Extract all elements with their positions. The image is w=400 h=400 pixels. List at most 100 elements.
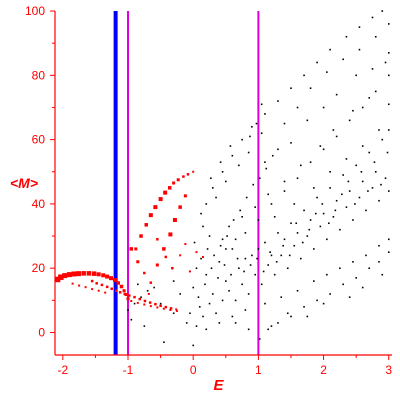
data-point-red xyxy=(162,247,166,251)
data-point-red xyxy=(118,291,122,294)
data-point-black xyxy=(342,283,344,286)
data-point-black xyxy=(387,129,390,131)
data-point-black xyxy=(225,180,227,183)
data-point-red xyxy=(184,243,187,246)
data-point-red xyxy=(176,178,180,182)
data-point-black xyxy=(179,293,182,295)
data-point-black xyxy=(254,273,256,276)
data-point-red xyxy=(159,304,162,308)
data-point-black xyxy=(365,254,367,257)
data-point-black xyxy=(345,158,348,160)
data-point-black xyxy=(218,261,221,263)
data-point-black xyxy=(267,264,270,266)
data-point-black xyxy=(303,306,305,308)
data-point-black xyxy=(309,87,312,90)
data-point-black xyxy=(384,61,387,64)
data-point-red xyxy=(156,306,159,309)
data-point-red xyxy=(153,205,158,210)
data-point-black xyxy=(221,170,224,173)
data-point-black xyxy=(361,145,364,147)
data-point-black xyxy=(219,244,222,247)
data-point-red xyxy=(130,299,133,302)
data-point-black xyxy=(386,151,389,154)
data-point-red xyxy=(66,272,72,278)
data-point-red xyxy=(183,194,187,198)
data-point-black xyxy=(137,283,139,286)
data-point-black xyxy=(153,286,155,289)
data-point-black xyxy=(202,315,204,318)
data-point-red xyxy=(81,271,86,276)
data-point-black xyxy=(296,177,299,180)
data-point-black xyxy=(387,238,390,241)
data-point-black xyxy=(313,280,315,282)
data-point-black xyxy=(348,296,351,298)
data-point-black xyxy=(368,267,371,270)
data-point-red xyxy=(133,295,136,299)
data-point-black xyxy=(329,170,331,173)
data-point-red xyxy=(129,247,134,251)
y-tick-label: 20 xyxy=(32,261,46,275)
data-point-black xyxy=(296,106,299,109)
data-point-black xyxy=(334,209,337,212)
data-point-red xyxy=(105,274,110,279)
data-point-black xyxy=(295,222,298,225)
data-point-black xyxy=(217,277,219,279)
data-point-black xyxy=(329,187,331,189)
data-point-black xyxy=(146,289,149,292)
data-point-black xyxy=(282,244,284,247)
data-point-black xyxy=(335,199,338,202)
data-point-black xyxy=(267,193,270,196)
data-point-black xyxy=(200,257,202,260)
x-tick-label: 0 xyxy=(190,363,197,377)
data-point-black xyxy=(257,219,260,221)
data-point-red xyxy=(71,282,74,285)
data-point-black xyxy=(206,248,209,250)
data-point-black xyxy=(313,248,315,250)
data-point-red xyxy=(116,281,120,285)
data-point-red xyxy=(162,307,165,310)
data-point-black xyxy=(133,302,136,305)
data-point-black xyxy=(231,248,234,250)
data-point-black xyxy=(371,16,374,19)
data-point-black xyxy=(205,273,208,276)
data-point-black xyxy=(358,48,361,51)
data-point-black xyxy=(204,283,206,286)
data-point-black xyxy=(192,344,195,347)
data-point-red xyxy=(178,205,182,209)
data-point-black xyxy=(172,312,175,315)
data-point-black xyxy=(352,261,354,263)
data-point-black xyxy=(229,145,232,147)
data-point-black xyxy=(219,161,222,163)
data-point-black xyxy=(195,267,198,270)
data-point-black xyxy=(258,338,261,340)
data-point-black xyxy=(313,187,315,189)
data-point-red xyxy=(84,286,87,289)
data-point-black xyxy=(283,238,286,241)
data-point-black xyxy=(215,196,217,199)
data-point-red xyxy=(175,309,178,312)
data-point-red xyxy=(168,232,173,237)
data-point-black xyxy=(241,283,243,286)
data-point-black xyxy=(277,232,279,234)
data-point-black xyxy=(322,212,325,215)
data-point-black xyxy=(319,225,322,228)
data-point-black xyxy=(345,35,348,38)
data-point-black xyxy=(367,190,369,192)
data-point-black xyxy=(225,280,227,282)
data-point-red xyxy=(91,288,94,291)
data-point-red xyxy=(143,271,146,275)
data-point-red xyxy=(134,247,138,251)
data-point-red xyxy=(147,292,150,295)
data-point-black xyxy=(238,164,240,167)
data-point-black xyxy=(232,219,235,221)
data-point-black xyxy=(247,151,250,154)
data-point-black xyxy=(309,219,312,221)
data-point-red xyxy=(164,255,168,259)
data-point-black xyxy=(314,212,317,215)
data-point-black xyxy=(299,257,302,260)
data-point-red xyxy=(143,303,146,306)
data-point-black xyxy=(355,164,357,167)
data-point-black xyxy=(260,132,263,135)
data-point-black xyxy=(258,177,261,180)
data-point-black xyxy=(301,241,304,244)
